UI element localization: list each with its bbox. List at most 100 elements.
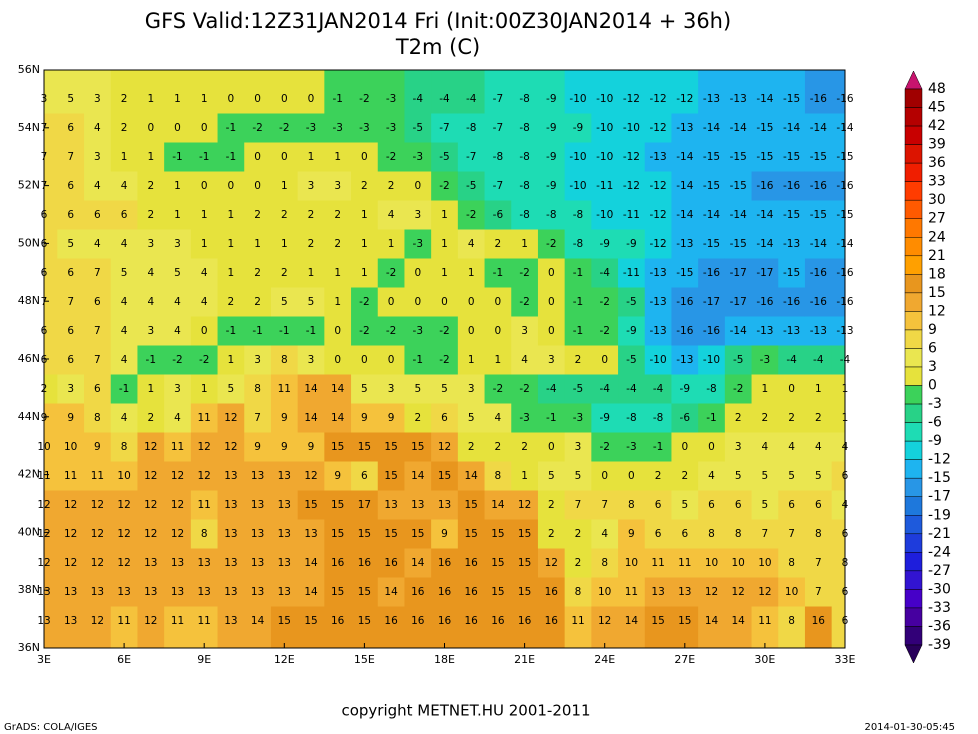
temp-cell: [724, 519, 753, 549]
temp-value: 1: [521, 470, 528, 482]
temp-cell: [44, 432, 58, 462]
temp-value: 16: [358, 557, 372, 569]
temp-value: -5: [413, 122, 423, 134]
temp-value: -8: [626, 412, 636, 424]
temp-cell: [44, 171, 58, 201]
colorbar-box: [904, 292, 923, 312]
temp-cell: [164, 606, 192, 649]
temp-cell: [484, 519, 512, 549]
temp-value: -12: [650, 180, 667, 192]
temp-cell: [537, 142, 566, 172]
temp-value: 12: [64, 499, 77, 511]
temp-value: 3: [254, 354, 261, 366]
temp-value: 12: [144, 499, 157, 511]
colorbar-label: -27: [928, 563, 951, 579]
temp-cell: [564, 548, 592, 578]
colorbar-box: [904, 144, 923, 164]
temp-value: -5: [733, 354, 743, 366]
temp-cell: [137, 432, 165, 462]
temp-value: 2: [468, 441, 475, 453]
temp-value: 12: [224, 441, 237, 453]
temp-cell: [618, 258, 646, 288]
temp-value: 9: [361, 412, 368, 424]
temp-cell: [190, 432, 219, 462]
temp-value: 4: [94, 238, 101, 250]
temp-cell: [591, 316, 619, 346]
temp-cell: [511, 287, 539, 317]
temp-value: -11: [623, 267, 640, 279]
temp-cell: [778, 258, 806, 288]
temp-value: 6: [361, 470, 368, 482]
temp-value: 4: [121, 412, 128, 424]
temp-cell: [431, 490, 459, 520]
temp-cell: [724, 606, 753, 649]
temp-value: -9: [680, 383, 690, 395]
temp-cell: [698, 577, 726, 607]
temp-value: 0: [308, 93, 315, 105]
temp-value: 0: [201, 122, 208, 134]
temp-cell: [591, 403, 619, 433]
temp-value: 0: [414, 180, 421, 192]
temp-cell: [351, 229, 379, 259]
temp-cell: [110, 490, 138, 520]
temp-cell: [377, 461, 405, 491]
temp-value: 4: [201, 267, 208, 279]
temp-cell: [831, 345, 846, 375]
temp-value: 15: [384, 441, 397, 453]
temp-cell: [618, 200, 646, 230]
temp-value: 6: [67, 325, 74, 337]
temp-cell: [564, 229, 592, 259]
temp-cell: [618, 519, 646, 549]
temp-cell: [644, 345, 672, 375]
temp-cell: [324, 519, 352, 549]
temp-cell: [484, 70, 512, 114]
temp-value: 16: [438, 557, 452, 569]
temp-value: 10: [598, 586, 611, 598]
temp-cell: [618, 403, 646, 433]
temp-value: 2: [254, 209, 261, 221]
temp-cell: [44, 374, 58, 404]
temp-value: 15: [491, 557, 504, 569]
temp-cell: [644, 606, 672, 649]
temp-cell: [164, 171, 192, 201]
temp-value: 1: [174, 93, 181, 105]
temp-value: 11: [91, 470, 104, 482]
temp-cell: [724, 200, 753, 230]
temp-value: -15: [730, 238, 747, 250]
temp-value: 6: [67, 209, 74, 221]
temp-value: 6: [94, 209, 101, 221]
temp-value: 3: [147, 325, 154, 337]
temp-value: 3: [468, 383, 475, 395]
temp-cell: [110, 432, 138, 462]
temp-cell: [804, 432, 833, 462]
lon-label: 15E: [354, 653, 375, 666]
temp-value: 3: [735, 441, 742, 453]
temp-value: 2: [815, 412, 822, 424]
temp-cell: [831, 490, 846, 520]
temp-cell: [270, 345, 299, 375]
temp-cell: [404, 229, 432, 259]
temp-cell: [110, 258, 138, 288]
temp-value: 5: [681, 499, 688, 511]
temp-value: 11: [171, 441, 184, 453]
temp-cell: [564, 345, 592, 375]
temp-value: 8: [575, 586, 582, 598]
temp-value: 4: [708, 470, 715, 482]
temp-value: -3: [306, 122, 316, 134]
temp-value: -15: [703, 180, 720, 192]
temp-cell: [164, 374, 192, 404]
temp-value: -13: [756, 325, 773, 337]
temp-cell: [778, 403, 806, 433]
temp-cell: [751, 374, 779, 404]
temp-cell: [698, 229, 726, 259]
temp-value: -14: [756, 238, 773, 250]
temp-cell: [431, 461, 459, 491]
temp-cell: [457, 142, 486, 172]
temp-cell: [351, 113, 379, 143]
temp-cell: [671, 577, 699, 607]
temp-cell: [404, 287, 432, 317]
temp-value: 15: [491, 528, 504, 540]
colorbar-label: 21: [928, 248, 946, 264]
temp-cell: [484, 345, 512, 375]
temp-cell: [164, 490, 192, 520]
